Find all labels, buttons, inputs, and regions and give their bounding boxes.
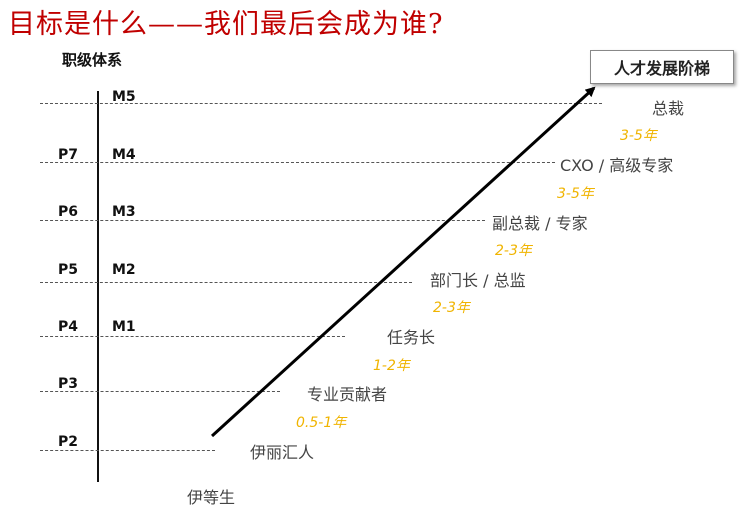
page-title: 目标是什么——我们最后会成为谁? [8,9,444,40]
level-line-p3 [40,391,280,392]
duration-label: 3-5年 [557,186,594,202]
level-p6: P6 [58,204,79,220]
duration-label: 2-3年 [495,243,532,259]
role-contributor: 专业贡献者 [307,385,388,404]
ladder-label-box: 人才发展阶梯 [590,50,734,84]
level-line-p4 [40,336,345,337]
level-p5: P5 [58,262,79,278]
level-p2: P2 [58,434,79,450]
level-line-m5 [40,103,602,104]
level-line-p6 [40,220,485,221]
level-m3: M3 [112,204,136,220]
level-p3: P3 [58,376,79,392]
level-p7: P7 [58,147,79,163]
role-cxo: CXO / 高级专家 [560,156,674,175]
role-task-lead: 任务长 [387,328,436,347]
role-president: 总裁 [652,99,685,118]
role-director: 部门长 / 总监 [430,271,526,290]
duration-label: 1-2年 [373,358,410,374]
ladder-label: 人才发展阶梯 [613,59,710,78]
level-m4: M4 [112,147,136,163]
level-line-p7 [40,162,555,163]
level-m5: M5 [112,89,136,105]
vertical-axis [97,91,99,482]
level-m1: M1 [112,319,136,335]
duration-label: 3-5年 [620,128,657,144]
role-vp: 副总裁 / 专家 [492,214,588,233]
level-p4: P4 [58,319,79,335]
duration-label: 2-3年 [433,300,470,316]
level-line-p5 [40,282,412,283]
level-line-p2 [40,450,215,451]
level-m2: M2 [112,262,136,278]
duration-label: 0.5-1年 [296,415,347,431]
role-entry: 伊等生 [187,488,236,507]
growth-arrow-line [210,86,596,438]
role-member: 伊丽汇人 [250,443,315,462]
axis-title: 职级体系 [62,51,123,69]
